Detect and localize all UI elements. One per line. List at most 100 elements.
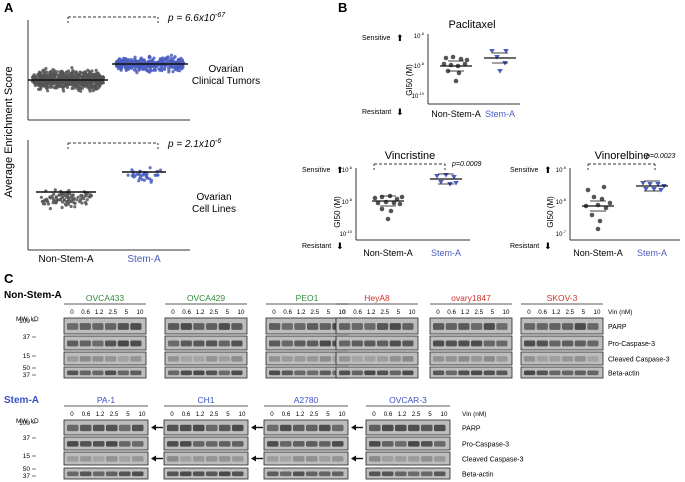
protein-band bbox=[402, 356, 414, 362]
protein-band bbox=[80, 471, 92, 477]
protein-band bbox=[382, 456, 394, 462]
cell-line-name: OVCA429 bbox=[187, 293, 226, 303]
data-point bbox=[78, 70, 82, 74]
protein-band bbox=[281, 340, 293, 347]
data-point bbox=[119, 65, 123, 69]
data-point bbox=[77, 81, 82, 85]
protein-band bbox=[524, 356, 536, 362]
protein-band bbox=[232, 424, 244, 432]
protein-band bbox=[389, 323, 401, 330]
dose-label: 1.2 bbox=[552, 309, 561, 316]
tick-label: 10-10 bbox=[340, 229, 353, 238]
data-point bbox=[80, 201, 84, 205]
cell-line-name: OVCA433 bbox=[86, 293, 125, 303]
protein-band bbox=[402, 370, 414, 376]
blot-strip bbox=[520, 351, 604, 366]
data-point bbox=[58, 75, 62, 79]
data-point bbox=[372, 195, 378, 201]
data-point bbox=[95, 87, 99, 91]
tick-label: 10-10 bbox=[412, 91, 425, 100]
protein-band bbox=[496, 356, 508, 362]
dose-label: 1.2 bbox=[196, 411, 205, 418]
data-point bbox=[171, 70, 175, 74]
dose-label: 1.2 bbox=[96, 411, 105, 418]
protein-band bbox=[377, 370, 389, 376]
data-point bbox=[89, 194, 93, 198]
swarm-stem-cell-lines bbox=[122, 166, 166, 184]
data-point bbox=[71, 70, 75, 74]
protein-band bbox=[117, 340, 129, 347]
band-arrow-icon bbox=[351, 455, 356, 462]
protein-band bbox=[306, 441, 318, 447]
data-point bbox=[152, 68, 156, 72]
data-point bbox=[36, 82, 40, 86]
protein-band bbox=[193, 370, 205, 376]
protein-band bbox=[319, 424, 331, 432]
protein-band bbox=[483, 356, 495, 362]
protein-band bbox=[180, 424, 192, 432]
dose-label: 0 bbox=[170, 411, 174, 418]
data-point bbox=[443, 55, 449, 61]
protein-band bbox=[382, 424, 394, 432]
protein-band bbox=[67, 370, 79, 376]
protein-band bbox=[119, 456, 131, 462]
protein-band bbox=[433, 370, 445, 376]
protein-band bbox=[587, 356, 599, 362]
dose-label: 0.6 bbox=[182, 411, 191, 418]
data-point bbox=[53, 199, 57, 203]
dose-label: 5 bbox=[125, 309, 129, 316]
protein-band bbox=[351, 323, 363, 330]
blot-strip bbox=[429, 351, 513, 366]
protein-band bbox=[433, 356, 445, 362]
data-point bbox=[88, 71, 93, 75]
protein-band bbox=[483, 340, 495, 347]
protein-band bbox=[332, 471, 344, 477]
protein-band bbox=[206, 441, 218, 447]
protein-band bbox=[281, 370, 293, 376]
down-arrow-icon: ⬇ bbox=[396, 107, 404, 117]
protein-band bbox=[167, 456, 179, 462]
protein-band bbox=[130, 340, 142, 347]
data-point bbox=[177, 60, 181, 64]
panel-a-ylabel: Average Enrichment Score bbox=[3, 66, 15, 197]
protein-band bbox=[280, 441, 292, 447]
data-point bbox=[72, 86, 76, 90]
protein-band bbox=[132, 424, 144, 432]
group-label-stem: Stem-A bbox=[485, 109, 515, 119]
protein-band bbox=[549, 370, 561, 376]
protein-band bbox=[524, 370, 536, 376]
protein-band bbox=[168, 323, 180, 330]
protein-band bbox=[219, 456, 231, 462]
protein-band bbox=[395, 471, 407, 477]
data-point bbox=[117, 58, 121, 62]
data-point bbox=[33, 83, 38, 88]
protein-band bbox=[332, 441, 344, 447]
protein-band bbox=[377, 323, 389, 330]
protein-band bbox=[105, 323, 117, 330]
protein-band bbox=[408, 424, 420, 432]
paclitaxel-plot: Paclitaxel Sensitive ⬆ Resistant ⬇ GI50 … bbox=[362, 19, 520, 119]
data-point bbox=[73, 74, 77, 78]
dose-label: 2.5 bbox=[474, 309, 483, 316]
data-point bbox=[158, 68, 162, 72]
row-label: Pro-Caspase-3 bbox=[462, 442, 509, 449]
data-point bbox=[130, 168, 134, 172]
data-point bbox=[81, 75, 85, 79]
cell-line-name: SKOV-3 bbox=[547, 293, 578, 303]
data-point bbox=[503, 49, 509, 54]
data-point bbox=[84, 202, 88, 206]
protein-band bbox=[180, 340, 192, 347]
protein-band bbox=[267, 471, 279, 477]
protein-band bbox=[549, 356, 561, 362]
dose-label: 2.5 bbox=[412, 411, 421, 418]
data-point bbox=[450, 54, 456, 60]
protein-band bbox=[193, 456, 205, 462]
data-point bbox=[58, 193, 62, 197]
cell-line-name: PEO1 bbox=[296, 293, 319, 303]
protein-band bbox=[389, 340, 401, 347]
protein-band bbox=[293, 456, 305, 462]
data-point bbox=[96, 71, 100, 75]
protein-band bbox=[306, 471, 318, 477]
blot-strip bbox=[335, 351, 419, 366]
protein-band bbox=[193, 471, 205, 477]
